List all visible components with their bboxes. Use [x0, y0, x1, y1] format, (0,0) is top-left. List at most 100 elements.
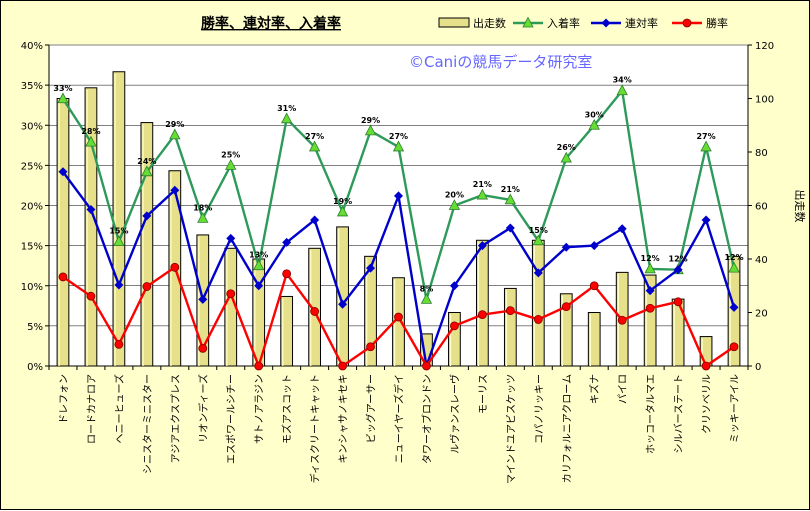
y-left-tick-label: 0% [27, 362, 43, 373]
data-point [225, 159, 237, 170]
legend-marker [601, 18, 611, 28]
x-tick-label: クリソベリル [701, 374, 713, 434]
x-tick-label: カリフォルニアクローム [561, 374, 573, 483]
data-point [308, 140, 321, 152]
data-point [645, 286, 655, 296]
data-label: 24% [137, 157, 156, 166]
data-label: 28% [81, 127, 100, 136]
data-point [310, 307, 320, 316]
data-point [366, 263, 376, 273]
data-point [85, 135, 97, 147]
data-point [448, 199, 461, 210]
data-point [477, 241, 487, 251]
bar [364, 255, 377, 367]
data-point [589, 281, 599, 291]
x-tick-label: パイロ [617, 374, 629, 404]
data-point [729, 342, 739, 352]
data-point [394, 191, 403, 201]
x-tick-label: タワーオブロンドン [420, 374, 433, 464]
data-point [280, 112, 293, 124]
x-tick-label: アジアエクスプレス [170, 374, 182, 463]
data-point [477, 310, 487, 320]
data-point [338, 299, 348, 309]
x-tick-label: ドレフォン [59, 374, 70, 424]
data-point [58, 167, 68, 177]
data-point [645, 303, 655, 313]
data-point [114, 339, 124, 349]
data-point [226, 289, 236, 299]
legend-marker [522, 16, 534, 28]
x-tick-label: シルバーステート [673, 374, 685, 454]
data-point [420, 293, 433, 304]
data-label: 21% [473, 180, 492, 189]
data-point [364, 124, 377, 136]
chart-title: 勝率、連対率、入着率 [201, 15, 341, 32]
data-label: 19% [333, 197, 352, 206]
data-point [169, 128, 181, 140]
bar [643, 274, 657, 367]
data-point [617, 315, 627, 325]
x-tick-label: ミッキーアイル [730, 374, 741, 443]
data-point [644, 262, 656, 274]
data-label: 30% [585, 110, 604, 119]
data-label: 12% [641, 254, 660, 263]
y-right-tick-label: 0 [755, 362, 761, 373]
legend-label: 出走数 [473, 16, 506, 30]
data-point [338, 361, 347, 371]
y-left-tick-label: 20% [21, 202, 43, 213]
plot-area: 0% 5% 10% 15% 20% 25% 30% 35% 40% 0 20 40 60 80 100 120… [21, 41, 774, 484]
bar [476, 239, 489, 367]
watermark: ©Caniの競馬データ研究室 [409, 53, 592, 71]
data-point [254, 281, 264, 291]
data-point [701, 361, 711, 371]
data-label: 31% [277, 104, 296, 113]
x-tick-label: ホッコータルマエ [645, 374, 657, 454]
data-point [561, 242, 571, 252]
x-tick-label: ルヴァンスレーヴ [448, 374, 461, 454]
data-point [589, 241, 599, 251]
y-right-tick-label: 40 [755, 255, 768, 266]
data-label: 25% [221, 150, 240, 159]
data-point [142, 282, 152, 291]
data-label: 8% [420, 284, 434, 293]
data-point [253, 259, 265, 271]
x-tick-label: キズナ [588, 374, 601, 404]
legend-swatch [438, 17, 470, 28]
y-left-tick-label: 15% [21, 242, 43, 253]
data-point [113, 235, 125, 247]
data-point [86, 291, 96, 301]
data-point [533, 315, 543, 324]
y-right-tick-label: 120 [755, 41, 774, 52]
data-label: 34% [613, 76, 632, 85]
data-point [142, 211, 152, 221]
data-point [114, 280, 124, 290]
data-point [729, 302, 739, 312]
data-label: 18% [193, 203, 212, 212]
data-label: 33% [53, 84, 72, 93]
x-tick-label: ニューイヤーズデイ [393, 374, 406, 463]
data-point [505, 223, 515, 233]
data-point [366, 342, 375, 352]
data-point [57, 92, 69, 104]
y-right-tick-label: 100 [755, 95, 774, 106]
data-point [561, 302, 571, 312]
data-point [58, 272, 68, 282]
y-left-tick-label: 10% [21, 282, 43, 293]
data-label: 15% [529, 226, 548, 235]
y-left-tick-label: 25% [21, 161, 43, 172]
x-tick-label: モーリス [478, 374, 489, 414]
y-left-tick-label: 30% [21, 121, 43, 132]
data-point [504, 193, 517, 205]
data-point [282, 269, 292, 279]
y-left-tick-label: 5% [27, 322, 43, 333]
data-point [588, 118, 600, 130]
data-label: 29% [361, 116, 380, 125]
data-point [170, 185, 180, 195]
data-point [282, 237, 292, 247]
x-tick-label: ロードカナロア [86, 374, 98, 444]
bar [140, 122, 154, 367]
x-tick-label: キンシャサノキセキ [338, 374, 350, 464]
x-tick-label: エスポワールシチー [226, 374, 238, 464]
x-tick-label: リオンディーズ [197, 374, 210, 443]
